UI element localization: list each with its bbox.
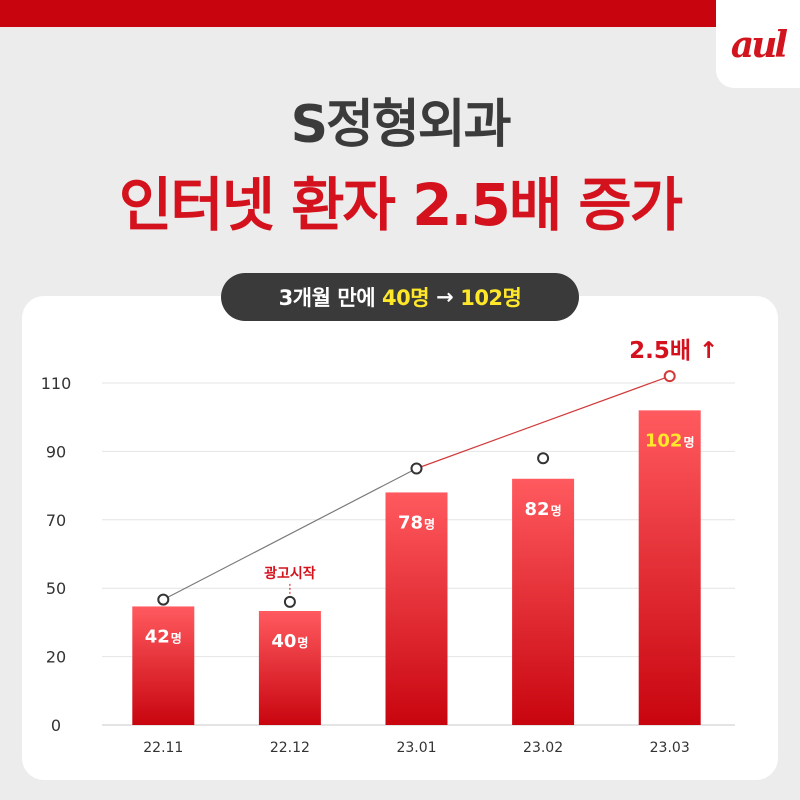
pill-period: 3개월	[278, 286, 331, 310]
trend-line-segment	[163, 467, 417, 601]
pill-within: 만에	[337, 286, 376, 310]
x-tick-label: 22.11	[143, 740, 183, 756]
y-tick-label: 110	[41, 374, 72, 393]
logo: aul	[716, 0, 800, 88]
pill-from-value: 40명	[382, 286, 430, 310]
headline-subtitle: 인터넷 환자 2.5배 증가	[118, 171, 683, 239]
trend-point	[157, 593, 170, 606]
bar	[258, 611, 321, 725]
pill-arrow: →	[436, 285, 454, 309]
logo-text: aul	[730, 24, 788, 66]
bar-value-label: 78명	[398, 512, 435, 533]
y-tick-label: 20	[46, 648, 66, 667]
bar	[638, 410, 701, 725]
bar-value-number: 42	[145, 626, 170, 647]
x-tick-label: 23.01	[396, 740, 436, 756]
bar-value-number: 78	[398, 512, 423, 533]
trend-point	[663, 370, 676, 383]
ad-start-annotation: 광고시작	[264, 565, 316, 582]
x-tick-label: 23.02	[523, 740, 563, 756]
headline-title: S정형외과	[290, 95, 512, 155]
bar	[132, 606, 195, 725]
y-tick-label: 50	[46, 579, 66, 598]
bar-value-label: 82명	[525, 499, 562, 520]
x-tick-label: 22.12	[270, 740, 310, 756]
bar-value-number: 102	[645, 430, 683, 451]
bar	[385, 492, 448, 725]
bar-value-number: 40	[271, 631, 296, 652]
bar-value-unit: 명	[683, 435, 694, 449]
bar-value-unit: 명	[297, 636, 308, 650]
y-tick-label: 0	[51, 716, 61, 735]
pill-to-value: 102명	[460, 286, 522, 310]
bar-value-unit: 명	[424, 517, 435, 531]
bar-value-label: 40명	[271, 631, 308, 652]
bar-value-label: 102명	[645, 430, 695, 451]
x-tick-label: 23.03	[650, 740, 690, 756]
bar-value-unit: 명	[551, 504, 562, 518]
y-tick-label: 90	[46, 442, 66, 461]
summary-pill: 3개월 만에 40명 → 102명	[221, 273, 579, 321]
y-tick-label: 70	[46, 511, 66, 530]
top-accent-bar	[0, 0, 800, 27]
trend-point	[410, 462, 423, 475]
trend-point	[537, 452, 550, 465]
growth-annotation: 2.5배 ↑	[629, 338, 718, 364]
trend-line-segment	[416, 375, 670, 470]
bar-value-number: 82	[525, 499, 550, 520]
bar-value-label: 42명	[145, 626, 182, 647]
trend-point	[283, 595, 296, 608]
bar	[512, 478, 575, 725]
bar-value-unit: 명	[171, 631, 182, 645]
